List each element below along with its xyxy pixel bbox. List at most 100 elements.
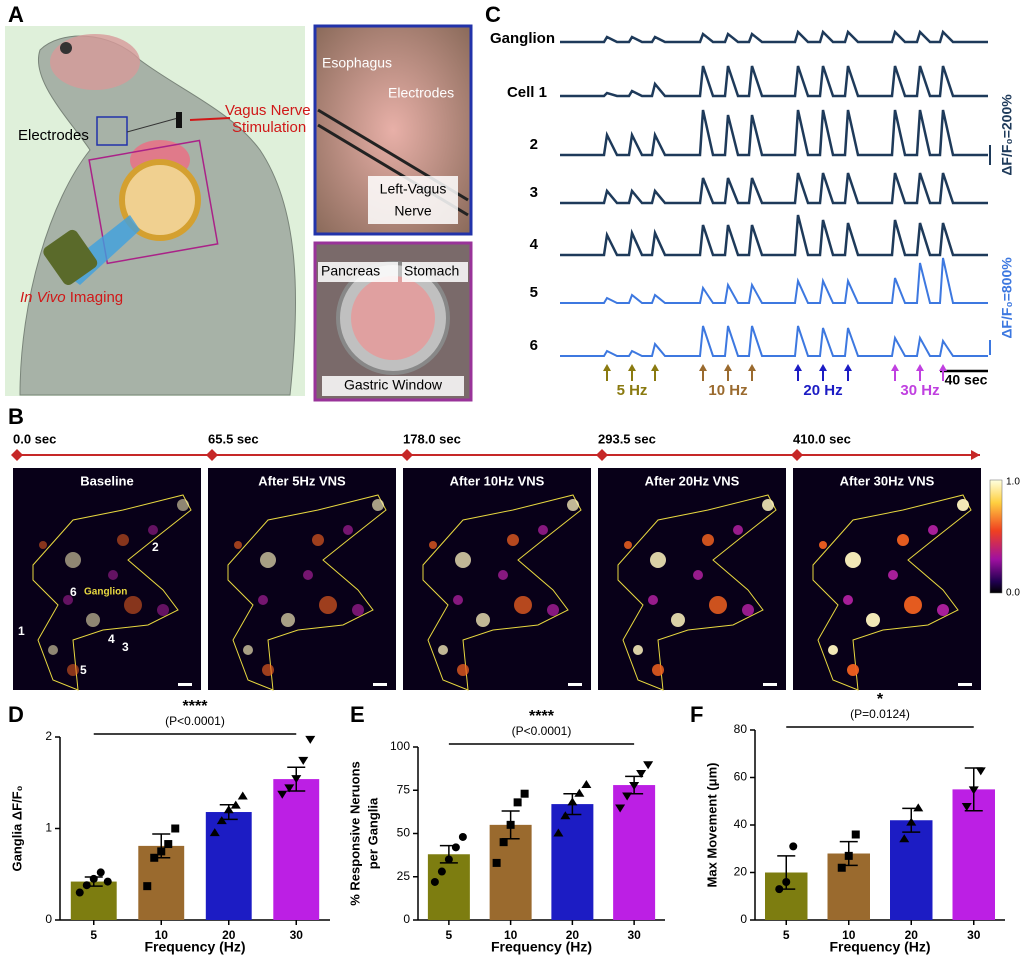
window-box — [88, 139, 219, 265]
arrow — [189, 117, 231, 121]
point — [103, 877, 112, 886]
point — [223, 805, 234, 814]
frame-title: After 20Hz VNS — [645, 473, 740, 488]
point — [291, 775, 302, 784]
panel-letter: B — [8, 404, 24, 429]
significance-stars: **** — [183, 698, 209, 715]
y-tick-label: 2 — [45, 729, 52, 743]
stim-arrow — [939, 364, 947, 381]
cell-signal — [117, 534, 129, 546]
scale-bar — [373, 683, 387, 686]
frame-image — [208, 468, 396, 691]
stim-arrow — [748, 364, 756, 381]
significance-p: (P<0.0001) — [512, 724, 572, 738]
trace — [560, 109, 988, 157]
y-tick-label: 0 — [740, 912, 747, 926]
point — [520, 789, 529, 798]
x-tick-label: 5 — [446, 928, 453, 942]
point — [157, 847, 166, 856]
frame-image — [403, 468, 591, 691]
cell-signal — [648, 595, 658, 605]
point — [581, 780, 592, 789]
label-rest: Imaging — [66, 289, 124, 306]
cell-signal — [86, 613, 100, 627]
x-tick-label: 20 — [905, 928, 919, 942]
timeline-arrow — [971, 450, 980, 460]
x-axis-label: Frequency (Hz) — [829, 939, 930, 955]
bar — [489, 824, 532, 920]
point — [150, 853, 159, 862]
brain — [50, 34, 140, 90]
window-tissue — [351, 276, 435, 360]
eye — [60, 42, 72, 54]
label-box — [322, 376, 464, 396]
timeline-marker — [206, 449, 218, 461]
label: Gastric Window — [344, 377, 443, 393]
y-tick-label: 25 — [397, 869, 411, 883]
cell-signal — [453, 595, 463, 605]
point — [305, 735, 316, 744]
cell-signal — [260, 552, 276, 568]
y-tick-label: 80 — [734, 722, 748, 736]
image-background — [13, 468, 201, 690]
point — [298, 756, 309, 765]
trace — [560, 214, 988, 257]
objective — [43, 229, 98, 285]
cell-signal — [828, 645, 838, 655]
cell-signal — [303, 570, 313, 580]
panel-letter: F — [690, 702, 703, 727]
stim-arrow — [699, 364, 707, 381]
point — [968, 786, 979, 795]
stim-arrow — [819, 364, 827, 381]
frame-title: After 10Hz VNS — [450, 473, 545, 488]
cell-signal — [148, 525, 158, 535]
point — [567, 797, 578, 806]
frame-image — [598, 468, 786, 691]
stim-arrow — [794, 364, 802, 381]
y-tick-label: 0 — [45, 912, 52, 926]
cell-signal — [928, 525, 938, 535]
cell-signal — [733, 525, 743, 535]
point — [237, 791, 248, 800]
point — [164, 840, 173, 849]
cell-signal — [498, 570, 508, 580]
scale-label: ΔF/F₀=200% — [999, 94, 1015, 176]
cell-signal — [65, 552, 81, 568]
y-axis-label: Ganglia ΔF/F₀ — [9, 785, 24, 871]
stim-arrow — [724, 364, 732, 381]
timeline-marker — [401, 449, 413, 461]
point — [437, 867, 446, 876]
point — [643, 761, 654, 770]
bar — [890, 820, 933, 920]
point — [89, 874, 98, 883]
bar — [551, 804, 594, 920]
point — [277, 790, 288, 799]
cell-signal — [457, 664, 469, 676]
gastric-window — [119, 159, 201, 241]
label: Pancreas — [321, 263, 380, 279]
point — [230, 800, 241, 809]
cell-signal — [693, 570, 703, 580]
ganglion-outline — [227, 494, 387, 691]
label: In Vivo Imaging — [20, 289, 123, 306]
cell-label: 4 — [108, 632, 115, 646]
cell-signal — [312, 534, 324, 546]
cell-signal — [843, 595, 853, 605]
point — [75, 888, 84, 897]
ganglion-outline — [617, 494, 777, 691]
stim-label: 20 Hz — [803, 382, 842, 399]
cell-signal — [567, 499, 579, 511]
bar — [70, 881, 117, 920]
row-label: 2 — [530, 136, 538, 153]
cell-signal — [455, 552, 471, 568]
cell-signal — [742, 604, 754, 616]
image-background — [403, 468, 591, 690]
row-label: Ganglion — [490, 30, 555, 47]
point — [444, 855, 453, 864]
significance-stars: * — [877, 691, 884, 708]
y-tick-label: 1 — [45, 821, 52, 835]
x-tick-label: 5 — [783, 928, 790, 942]
y-axis-label: Max Movement (μm) — [704, 763, 719, 888]
label: Nerve — [394, 203, 432, 219]
